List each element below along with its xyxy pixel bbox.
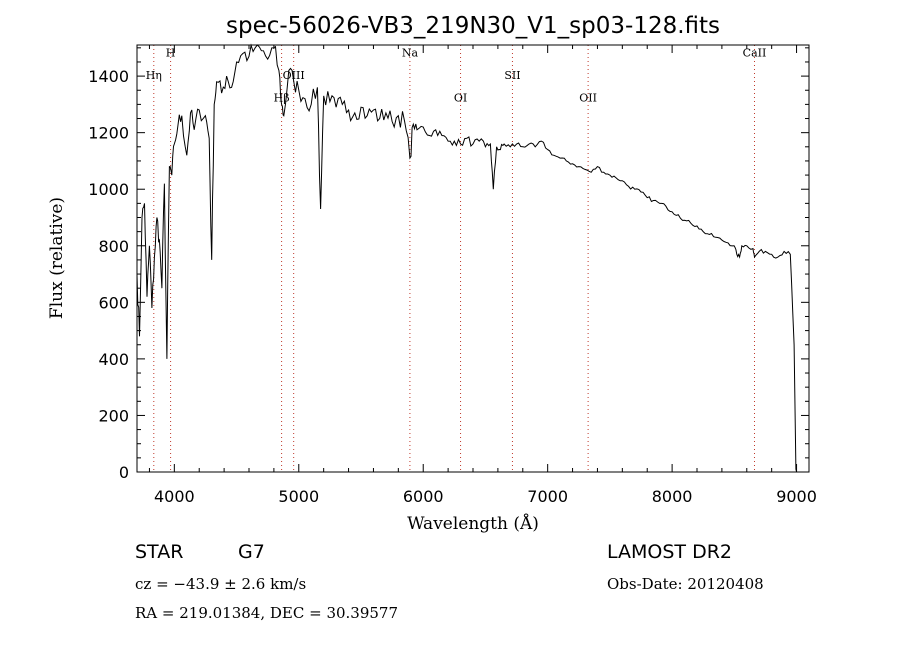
y-tick-label: 0 — [119, 463, 129, 482]
spectral-line-label: Na — [402, 46, 419, 59]
x-tick-label: 8000 — [652, 487, 693, 506]
x-axis-label: Wavelength (Å) — [407, 513, 539, 534]
y-tick-label: 600 — [98, 293, 129, 312]
spectral-line-label: OII — [579, 92, 597, 105]
spectral-line-label: Hη — [146, 69, 162, 82]
y-tick-label: 200 — [98, 406, 129, 425]
chart-title: spec-56026-VB3_219N30_V1_sp03-128.fits — [226, 13, 720, 39]
x-tick-label: 7000 — [527, 487, 568, 506]
y-tick-label: 1400 — [88, 67, 129, 86]
spectral-line-label: H — [166, 46, 176, 59]
object-type: STAR — [135, 541, 184, 563]
x-tick-label: 4000 — [154, 487, 195, 506]
x-tick-label: 9000 — [776, 487, 817, 506]
y-tick-label: 800 — [98, 237, 129, 256]
y-tick-label: 1200 — [88, 124, 129, 143]
spectral-subclass: G7 — [238, 541, 265, 563]
spectrum-line — [136, 43, 798, 473]
spectral-line-label: SII — [504, 69, 520, 82]
survey-name: LAMOST DR2 — [607, 541, 732, 563]
x-tick-label: 6000 — [403, 487, 444, 506]
y-tick-label: 400 — [98, 350, 129, 369]
sky-coordinates: RA = 219.01384, DEC = 30.39577 — [135, 604, 399, 622]
x-tick-label: 5000 — [278, 487, 319, 506]
plot-frame — [136, 44, 810, 473]
y-tick-label: 1000 — [88, 180, 129, 199]
spectral-line-label: OI — [454, 92, 467, 105]
spectral-line-label: CaII — [743, 46, 767, 59]
observation-date: Obs-Date: 20120408 — [607, 575, 764, 593]
redshift-velocity: cz = −43.9 ± 2.6 km/s — [135, 575, 307, 593]
y-axis-label: Flux (relative) — [47, 197, 67, 319]
